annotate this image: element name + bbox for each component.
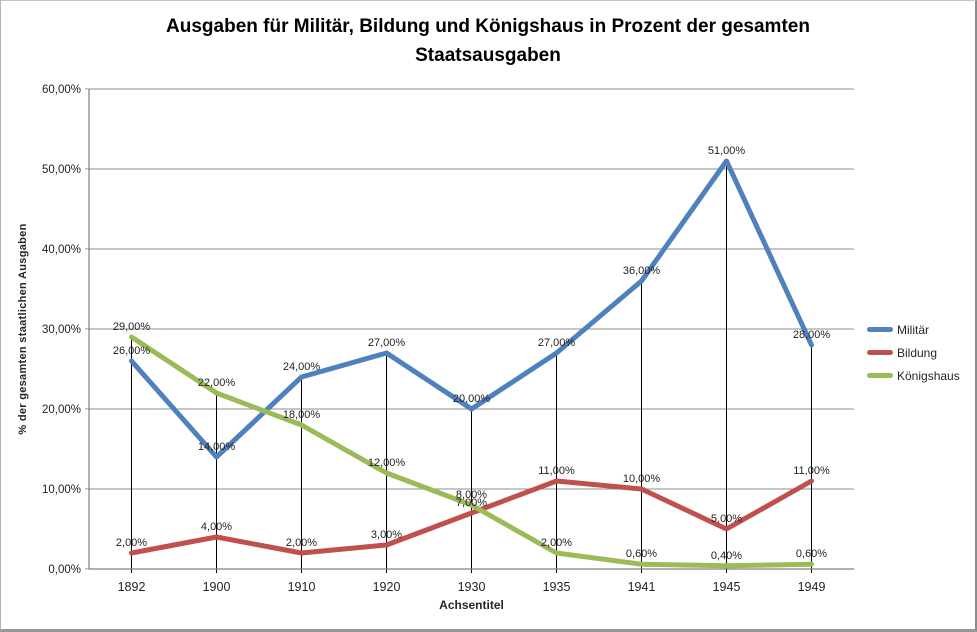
data-label: 11,00%: [538, 465, 575, 477]
data-label: 2,00%: [116, 537, 147, 549]
y-tick-label: 40,00%: [42, 244, 81, 256]
legend: Militär Bildung Königshaus: [867, 318, 975, 387]
category-label: 1892: [118, 580, 146, 594]
legend-marker-icon: [867, 373, 893, 378]
data-label: 2,00%: [541, 537, 572, 549]
series-line-militär: [129, 158, 814, 460]
data-label: 4,00%: [201, 521, 232, 533]
data-label: 22,00%: [198, 377, 236, 389]
category-label: 1930: [458, 580, 486, 594]
y-tick-label: 30,00%: [42, 324, 81, 336]
data-label: 36,00%: [623, 265, 661, 277]
legend-marker-icon: [867, 350, 893, 355]
legend-item: Militär: [867, 318, 975, 341]
data-label: 12,00%: [368, 457, 406, 469]
legend-label: Bildung: [897, 345, 938, 360]
chart-title: Ausgaben für Militär, Bildung und Königs…: [1, 12, 975, 70]
data-label: 14,00%: [198, 441, 236, 453]
series-line-bildung: [129, 478, 814, 556]
data-label: 10,00%: [623, 473, 661, 485]
data-label: 0,60%: [626, 548, 657, 560]
data-label: 26,00%: [113, 345, 151, 357]
data-label: 24,00%: [283, 361, 321, 373]
y-tick-label: 20,00%: [42, 404, 81, 416]
data-label: 11,00%: [793, 465, 830, 477]
data-label: 27,00%: [368, 337, 406, 349]
category-label: 1941: [628, 580, 656, 594]
legend-label: Königshaus: [897, 368, 960, 383]
data-label: 0,40%: [711, 550, 742, 562]
category-label: 1945: [713, 580, 741, 594]
chart-title-line2: Staatsausgaben: [415, 45, 561, 66]
data-label: 51,00%: [708, 145, 746, 157]
data-label: 3,00%: [371, 529, 402, 541]
category-label: 1910: [288, 580, 316, 594]
category-label: 1935: [543, 580, 571, 594]
y-tick-label: 50,00%: [42, 164, 81, 176]
legend-item: Bildung: [867, 341, 975, 364]
category-label: 1900: [203, 580, 231, 594]
legend-marker-icon: [867, 327, 893, 332]
y-tick-label: 10,00%: [42, 484, 81, 496]
data-label: 0,60%: [796, 548, 827, 560]
data-label: 7,00%: [456, 497, 487, 509]
data-label: 5,00%: [711, 513, 742, 525]
data-label: 27,00%: [538, 337, 576, 349]
y-tick-label: 60,00%: [42, 84, 81, 96]
legend-item: Königshaus: [867, 364, 975, 387]
x-axis-title: Achsentitel: [439, 598, 504, 612]
data-label: 2,00%: [286, 537, 317, 549]
data-label: 20,00%: [453, 393, 491, 405]
chart-title-line1: Ausgaben für Militär, Bildung und Königs…: [166, 16, 810, 37]
data-label: 8,00%: [456, 489, 487, 501]
y-tick-label: 0,00%: [48, 564, 81, 576]
series-line-königshaus: [129, 334, 814, 569]
data-label: 28,00%: [793, 329, 831, 341]
category-label: 1920: [373, 580, 401, 594]
data-label: 18,00%: [283, 409, 321, 421]
category-label: 1949: [798, 580, 826, 594]
legend-label: Militär: [897, 322, 929, 337]
data-label: 29,00%: [113, 321, 151, 333]
